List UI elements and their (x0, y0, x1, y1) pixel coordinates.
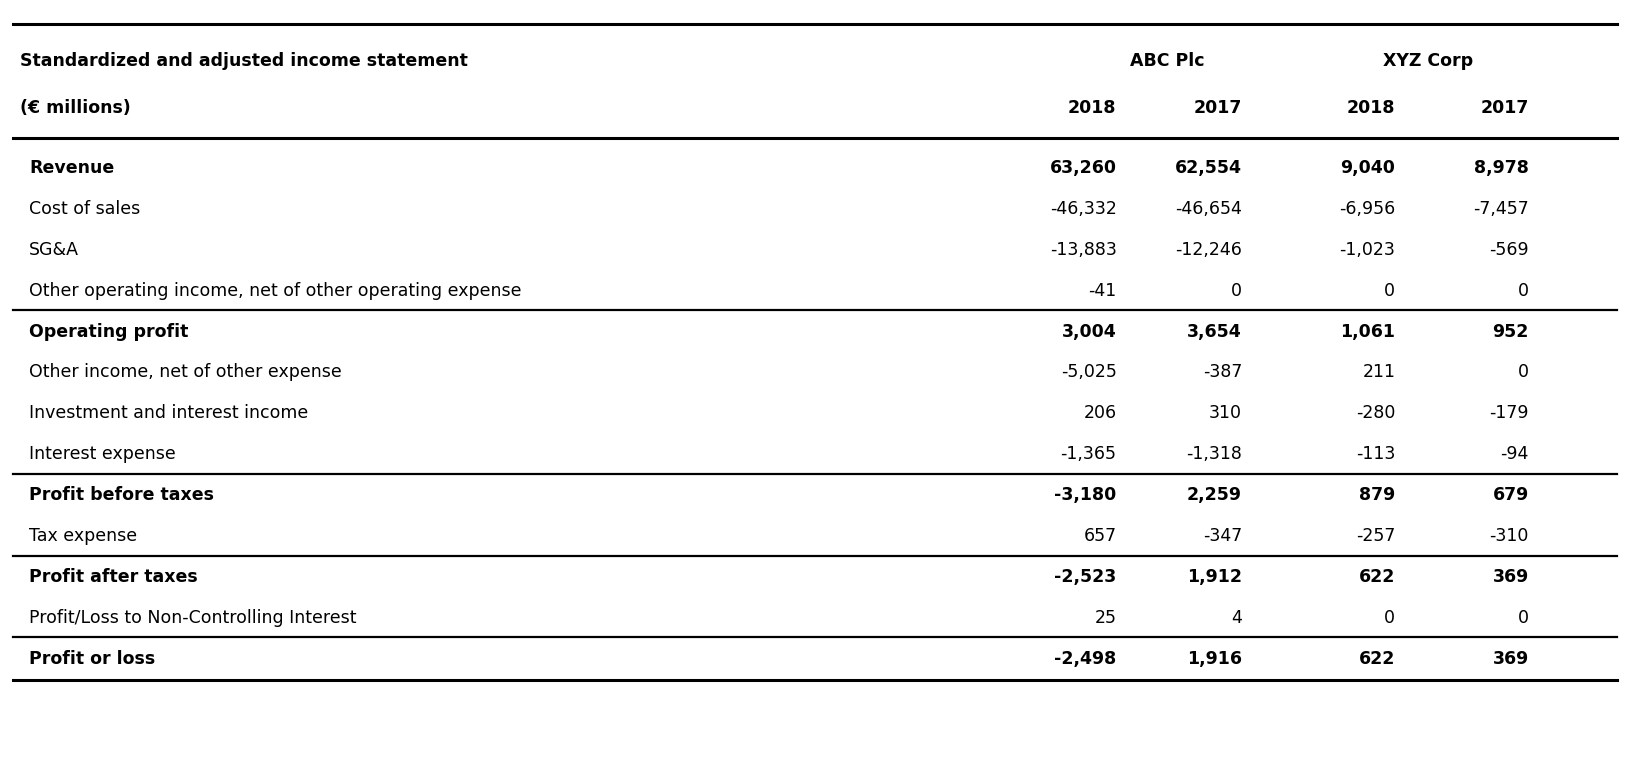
Text: -257: -257 (1356, 527, 1395, 545)
Text: 3,004: 3,004 (1061, 322, 1117, 341)
Text: Profit/Loss to Non-Controlling Interest: Profit/Loss to Non-Controlling Interest (29, 609, 357, 626)
Text: 679: 679 (1493, 486, 1529, 504)
Text: 0: 0 (1384, 609, 1395, 626)
Text: -6,956: -6,956 (1338, 200, 1395, 218)
Text: -5,025: -5,025 (1061, 364, 1117, 381)
Text: 211: 211 (1363, 364, 1395, 381)
Text: 4: 4 (1231, 609, 1242, 626)
Text: -387: -387 (1203, 364, 1242, 381)
Text: 879: 879 (1359, 486, 1395, 504)
Text: 0: 0 (1384, 282, 1395, 299)
Text: -1,365: -1,365 (1061, 445, 1117, 463)
Text: 310: 310 (1209, 404, 1242, 422)
Text: 2017: 2017 (1193, 99, 1242, 118)
Text: -310: -310 (1490, 527, 1529, 545)
Text: 1,912: 1,912 (1187, 568, 1242, 586)
Text: -3,180: -3,180 (1055, 486, 1117, 504)
Text: -1,023: -1,023 (1340, 241, 1395, 259)
Text: 2018: 2018 (1068, 99, 1117, 118)
Text: -94: -94 (1501, 445, 1529, 463)
Text: 62,554: 62,554 (1175, 159, 1242, 177)
Text: 622: 622 (1359, 649, 1395, 668)
Text: 206: 206 (1084, 404, 1117, 422)
Text: 63,260: 63,260 (1050, 159, 1117, 177)
Text: Profit after taxes: Profit after taxes (29, 568, 199, 586)
Text: 25: 25 (1095, 609, 1117, 626)
Text: -280: -280 (1356, 404, 1395, 422)
Text: (€ millions): (€ millions) (20, 99, 130, 118)
Text: 3,654: 3,654 (1187, 322, 1242, 341)
Text: -12,246: -12,246 (1175, 241, 1242, 259)
Text: -113: -113 (1356, 445, 1395, 463)
Text: 0: 0 (1518, 282, 1529, 299)
Text: XYZ Corp: XYZ Corp (1382, 52, 1474, 70)
Text: -569: -569 (1490, 241, 1529, 259)
Text: 0: 0 (1518, 364, 1529, 381)
Text: 1,916: 1,916 (1187, 649, 1242, 668)
Text: Other income, net of other expense: Other income, net of other expense (29, 364, 342, 381)
Text: Tax expense: Tax expense (29, 527, 137, 545)
Text: Other operating income, net of other operating expense: Other operating income, net of other ope… (29, 282, 522, 299)
Text: 952: 952 (1493, 322, 1529, 341)
Text: SG&A: SG&A (29, 241, 80, 259)
Text: Operating profit: Operating profit (29, 322, 189, 341)
Text: Interest expense: Interest expense (29, 445, 176, 463)
Text: -347: -347 (1203, 527, 1242, 545)
Text: 1,061: 1,061 (1340, 322, 1395, 341)
Text: 2,259: 2,259 (1187, 486, 1242, 504)
Text: Standardized and adjusted income statement: Standardized and adjusted income stateme… (20, 52, 468, 70)
Text: 8,978: 8,978 (1474, 159, 1529, 177)
Text: 657: 657 (1084, 527, 1117, 545)
Text: ABC Plc: ABC Plc (1130, 52, 1205, 70)
Text: Revenue: Revenue (29, 159, 114, 177)
Text: -2,523: -2,523 (1055, 568, 1117, 586)
Text: Profit or loss: Profit or loss (29, 649, 155, 668)
Text: -2,498: -2,498 (1055, 649, 1117, 668)
Text: 0: 0 (1518, 609, 1529, 626)
Text: 2017: 2017 (1480, 99, 1529, 118)
Text: -13,883: -13,883 (1050, 241, 1117, 259)
Text: 622: 622 (1359, 568, 1395, 586)
Text: 0: 0 (1231, 282, 1242, 299)
Text: 2018: 2018 (1346, 99, 1395, 118)
Text: -1,318: -1,318 (1187, 445, 1242, 463)
Text: 369: 369 (1493, 568, 1529, 586)
Text: Cost of sales: Cost of sales (29, 200, 140, 218)
Text: Profit before taxes: Profit before taxes (29, 486, 214, 504)
Text: 9,040: 9,040 (1340, 159, 1395, 177)
Text: -46,654: -46,654 (1175, 200, 1242, 218)
Text: -7,457: -7,457 (1474, 200, 1529, 218)
Text: Investment and interest income: Investment and interest income (29, 404, 308, 422)
Text: -179: -179 (1490, 404, 1529, 422)
Text: -41: -41 (1089, 282, 1117, 299)
Text: -46,332: -46,332 (1050, 200, 1117, 218)
Text: 369: 369 (1493, 649, 1529, 668)
